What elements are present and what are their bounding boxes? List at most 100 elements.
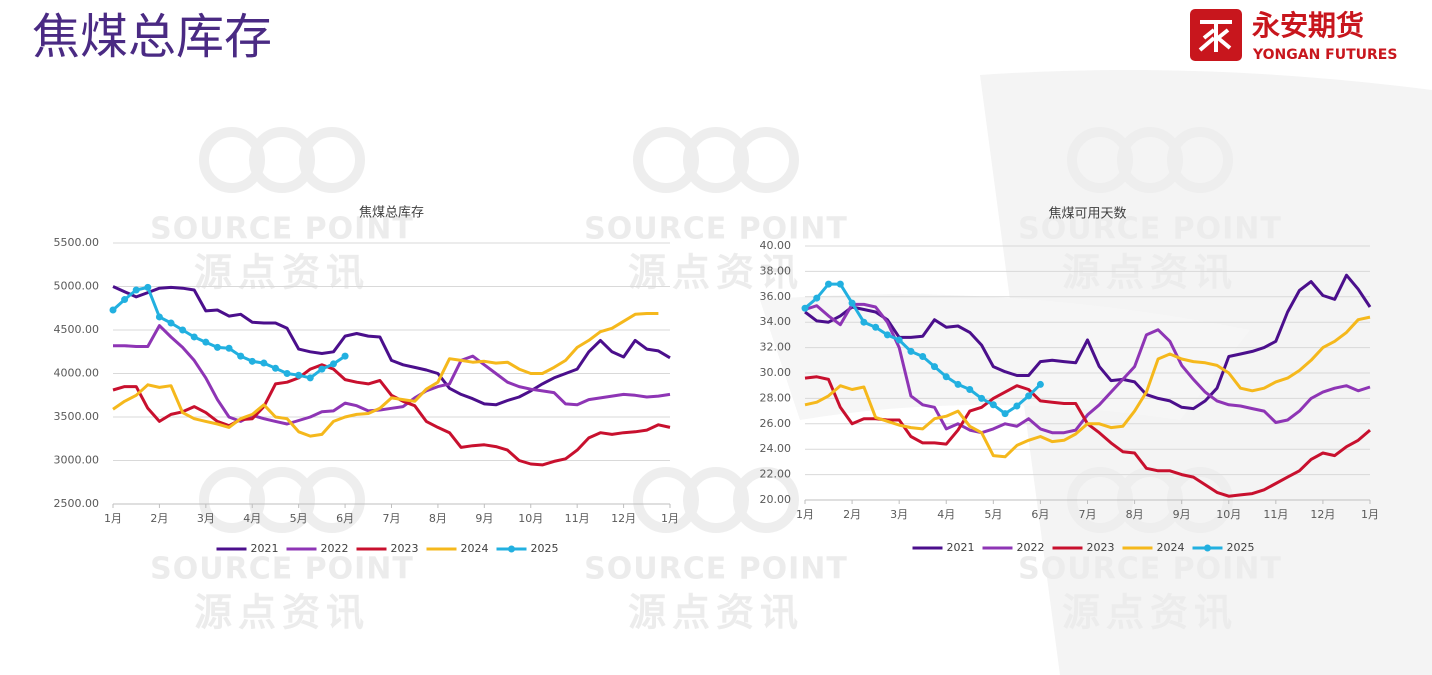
series-marker <box>848 299 856 307</box>
series-marker <box>318 365 326 373</box>
legend-label: 2022 <box>321 542 349 555</box>
x-tick-label: 5月 <box>290 512 308 525</box>
x-tick-label: 3月 <box>197 512 215 525</box>
x-tick-label: 1月 <box>1361 508 1379 521</box>
legend-marker <box>1204 544 1211 552</box>
logo-en: YONGAN FUTURES <box>1252 47 1397 63</box>
wm-ring <box>299 127 365 193</box>
series-marker <box>132 286 140 294</box>
wm-ring <box>733 127 799 193</box>
x-tick-label: 1月 <box>661 512 679 525</box>
series-marker <box>930 363 938 371</box>
series-marker <box>1001 410 1009 418</box>
y-tick-label: 22.00 <box>760 468 792 481</box>
x-tick-label: 6月 <box>336 512 354 525</box>
wm-ring <box>299 467 365 533</box>
series-marker <box>942 373 950 381</box>
series-marker <box>329 360 337 368</box>
wm-en: SOURCE POINT <box>584 212 848 247</box>
wm-ring <box>1167 127 1233 193</box>
series-marker <box>1013 402 1021 410</box>
series-marker <box>109 306 117 314</box>
y-tick-label: 4000.00 <box>54 367 100 380</box>
series-marker <box>144 283 152 291</box>
x-tick-label: 4月 <box>243 512 261 525</box>
slide-title: 焦煤总库存 <box>32 9 272 65</box>
wm-ring <box>199 467 265 533</box>
x-tick-label: 10月 <box>518 512 543 525</box>
series-marker <box>271 364 279 372</box>
legend-label: 2023 <box>1087 541 1115 554</box>
series-line <box>112 363 671 467</box>
series-marker <box>121 296 129 304</box>
y-tick-label: 4500.00 <box>54 323 100 336</box>
series-marker <box>907 347 915 355</box>
series-line <box>112 285 671 407</box>
legend-label: 2024 <box>461 542 489 555</box>
wm-en: SOURCE POINT <box>1018 552 1282 587</box>
series-marker <box>341 352 349 360</box>
series-line <box>111 285 346 380</box>
legend-label: 2023 <box>391 542 419 555</box>
wm-ring <box>733 467 799 533</box>
series-marker <box>989 401 997 409</box>
wm-cn: 源点资讯 <box>1062 591 1238 635</box>
watermarks: SOURCE POINT 源点资讯 SOURCE POINT 源点资讯 SOURCE P… <box>150 127 1282 635</box>
x-tick-label: 7月 <box>383 512 401 525</box>
series-line <box>113 324 671 426</box>
y-tick-label: 20.00 <box>760 493 792 506</box>
series-marker <box>167 319 175 327</box>
x-tick-label: 12月 <box>611 512 636 525</box>
x-tick-label: 9月 <box>475 512 493 525</box>
wm-ring <box>633 127 699 193</box>
x-tick-label: 4月 <box>937 508 955 521</box>
y-tick-label: 3000.00 <box>54 454 100 467</box>
series-marker <box>954 380 962 388</box>
legend-label: 2025 <box>531 542 559 555</box>
y-tick-label: 30.00 <box>760 366 792 379</box>
series-marker <box>213 343 221 351</box>
x-tick-label: 8月 <box>1126 508 1144 521</box>
x-tick-label: 8月 <box>429 512 447 525</box>
wm-cn: 源点资讯 <box>628 251 804 295</box>
series-marker <box>895 336 903 344</box>
series-line <box>804 302 1371 435</box>
wm-en: SOURCE POINT <box>150 552 414 587</box>
y-tick-label: 24.00 <box>760 442 792 455</box>
legend-label: 2025 <box>1227 541 1255 554</box>
y-tick-label: 32.00 <box>760 341 792 354</box>
charts: 焦煤总库存 2500.00 3000.00 3500.00 4000.00 4500.00… <box>54 205 1380 556</box>
x-tick-label: 5月 <box>984 508 1002 521</box>
x-tick-label: 2月 <box>843 508 861 521</box>
x-tick-label: 10月 <box>1216 508 1241 521</box>
x-tick-label: 1月 <box>796 508 814 521</box>
x-tick-label: 11月 <box>1263 508 1288 521</box>
y-tick-label: 5500.00 <box>54 236 100 249</box>
y-tick-label: 3500.00 <box>54 410 100 423</box>
wm-ring <box>1067 127 1133 193</box>
y-tick-label: 28.00 <box>760 391 792 404</box>
x-tick-label: 12月 <box>1310 508 1335 521</box>
wm-en: SOURCE POINT <box>1018 212 1282 247</box>
wm-en: SOURCE POINT <box>584 552 848 587</box>
x-tick-label: 11月 <box>565 512 590 525</box>
x-tick-label: 6月 <box>1031 508 1049 521</box>
y-tick-label: 26.00 <box>760 417 792 430</box>
series-marker <box>237 352 245 360</box>
y-tick-label: 36.00 <box>760 290 792 303</box>
legend-marker <box>508 545 515 553</box>
series-marker <box>260 359 268 367</box>
series-marker <box>801 304 809 312</box>
series-marker <box>966 386 974 394</box>
wm-cn: 源点资讯 <box>1062 251 1238 295</box>
chart-title: 焦煤总库存 <box>359 205 424 221</box>
x-tick-label: 1月 <box>104 512 122 525</box>
wm-en: SOURCE POINT <box>150 212 414 247</box>
series-marker <box>825 280 833 288</box>
legend-label: 2021 <box>947 541 975 554</box>
logo-cn: 永安期货 <box>1252 9 1364 42</box>
wm-cn: 源点资讯 <box>194 591 370 635</box>
series-marker <box>836 280 844 288</box>
wm-cn: 源点资讯 <box>194 251 370 295</box>
